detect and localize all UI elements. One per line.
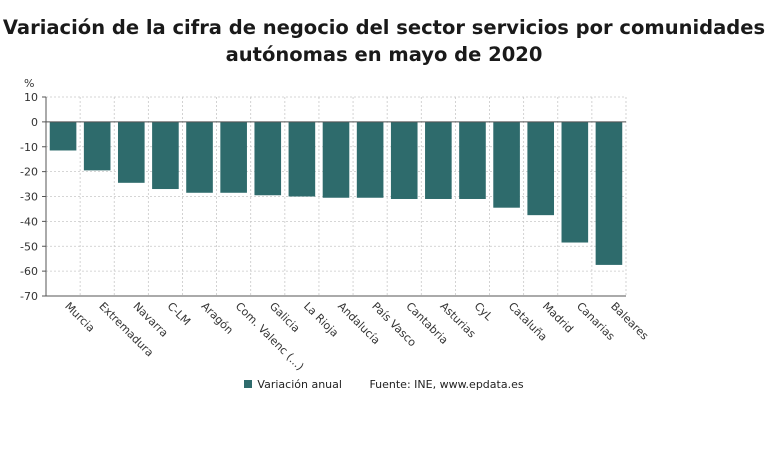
y-tick-labels: 10 0 -10 -20 -30 -40 -50 -60 -70% [20, 77, 38, 303]
bar [595, 121, 623, 265]
bar [254, 121, 282, 196]
y-tick-label: -30 [20, 191, 38, 204]
bar [390, 121, 418, 199]
legend-label: Variación anual [257, 378, 342, 391]
bar [527, 121, 555, 216]
chart-title-line-1: Variación de la cifra de negocio del sec… [2, 16, 766, 39]
bar [561, 121, 589, 243]
legend-swatch [244, 380, 253, 388]
y-axis-label: % [24, 77, 34, 90]
bar [288, 121, 316, 197]
bar [220, 121, 247, 193]
y-tick-label: -10 [20, 141, 38, 154]
y-tick-label: -60 [20, 265, 38, 278]
x-tick-label: Murcia [62, 300, 97, 335]
y-tick-label: -40 [20, 215, 38, 228]
x-tick-label: Aragón [199, 300, 236, 337]
bars [49, 121, 623, 265]
source-note: Fuente: INE, www.epdata.es [369, 378, 524, 391]
x-tick-label: CyL [472, 300, 496, 324]
x-tick-label: La Rioja [301, 300, 341, 340]
bar [459, 121, 486, 199]
bar [49, 121, 77, 151]
legend: Variación anual Fuente: INE, www.epdata.… [0, 378, 768, 391]
y-tick-label: -50 [20, 240, 38, 253]
bar [117, 121, 145, 183]
y-tick-label: -70 [20, 290, 38, 303]
bar [322, 121, 350, 198]
chart-title: Variación de la cifra de negocio del sec… [0, 14, 768, 68]
bar [83, 121, 111, 171]
bar [356, 121, 384, 198]
chart-title-line-2: autónomas en mayo de 2020 [225, 43, 543, 66]
axes [42, 96, 626, 297]
bar [425, 121, 452, 199]
x-tick-label: C-LM [165, 300, 193, 328]
bar [152, 121, 179, 190]
legend-item: Variación anual [244, 378, 342, 391]
bar [186, 121, 213, 193]
y-tick-label: -20 [20, 166, 38, 179]
bar [493, 121, 520, 208]
y-tick-label: 10 [24, 91, 38, 104]
y-tick-label: 0 [31, 116, 38, 129]
